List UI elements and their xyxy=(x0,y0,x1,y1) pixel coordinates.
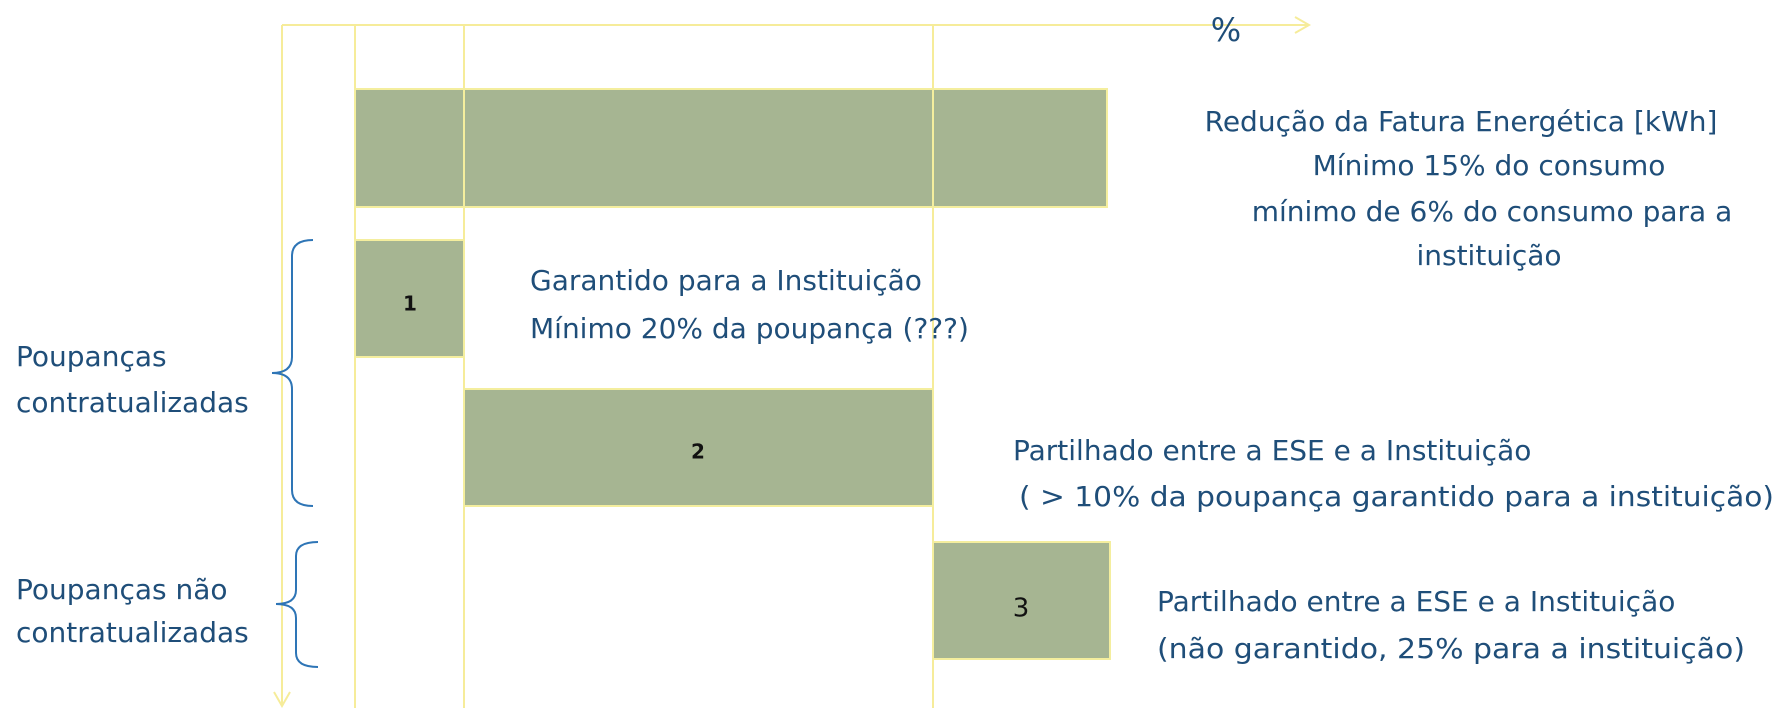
axis-label: % xyxy=(1211,11,1241,49)
text-line: Mínimo 20% da poupança (???) xyxy=(530,312,969,345)
top-description: Redução da Fatura Energética [kWh] Mínim… xyxy=(1205,105,1733,272)
text-line: instituição xyxy=(1416,239,1561,272)
group-label: Poupanças não xyxy=(16,573,228,606)
text-line: Partilhado entre a ESE e a Instituição xyxy=(1157,585,1675,618)
total-bar xyxy=(354,88,1108,208)
box xyxy=(932,541,1111,660)
brace xyxy=(271,239,314,507)
text-line: mínimo de 6% do consumo para a xyxy=(1252,195,1732,228)
text-line: Partilhado entre a ESE e a Instituição xyxy=(1013,434,1531,467)
text-line: ( > 10% da poupança garantido para a ins… xyxy=(1019,480,1774,513)
box xyxy=(354,239,465,358)
group-label: contratualizadas xyxy=(16,386,249,419)
group-label: contratualizadas xyxy=(16,616,249,649)
y-axis-arrow xyxy=(273,691,291,708)
brace xyxy=(275,541,319,668)
text-line: Garantido para a Instituição xyxy=(530,264,922,297)
text-line: Mínimo 15% do consumo xyxy=(1313,149,1666,182)
x-axis-arrow xyxy=(1294,16,1312,34)
group-label: Poupanças xyxy=(16,340,167,373)
text-line: (não garantido, 25% para a instituição) xyxy=(1157,632,1745,665)
box xyxy=(463,388,934,507)
text-line: Redução da Fatura Energética [kWh] xyxy=(1205,105,1718,138)
box-number: 3 xyxy=(1013,594,1030,624)
box-number: 1 xyxy=(403,292,417,316)
box-number: 2 xyxy=(691,440,705,464)
